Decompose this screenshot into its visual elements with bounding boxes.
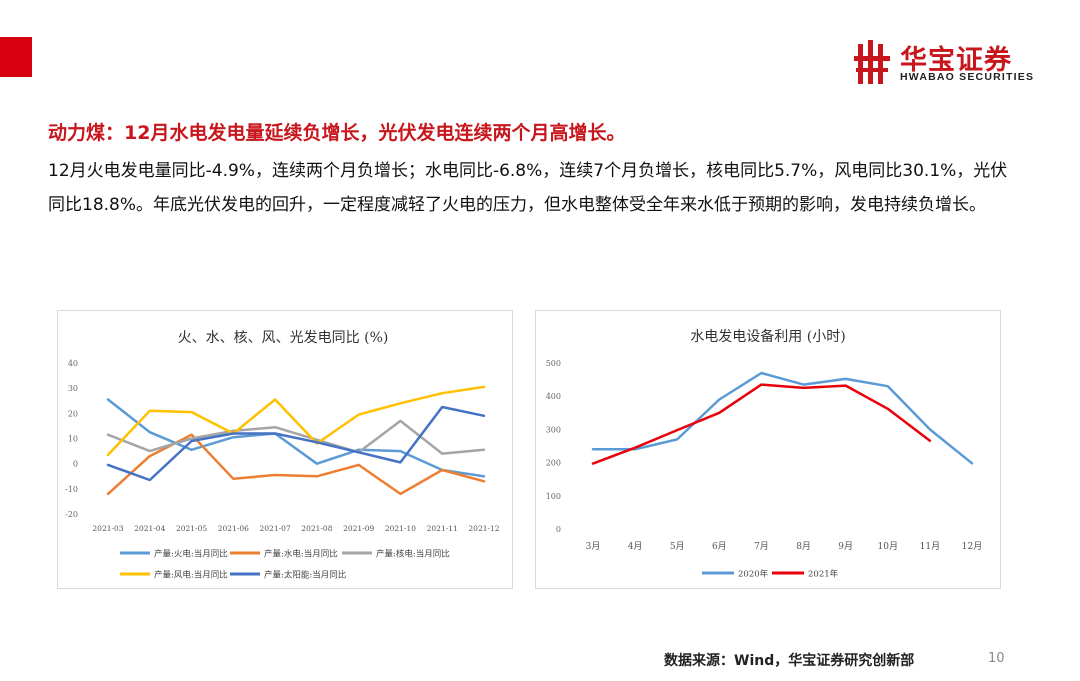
series-line — [106, 398, 486, 478]
x-tick-label: 7月 — [754, 541, 769, 552]
y-tick-label: 20 — [68, 409, 78, 418]
x-tick-label: 2021-12 — [468, 524, 499, 533]
legend-label: 产量:核电:当月同比 — [376, 549, 450, 560]
y-tick-label: 300 — [546, 425, 561, 434]
yoy-generation-chart-svg: 火、水、核、风、光发电同比 (%) -20 -10 0 10 20 30 40 2021-03 2… — [65, 330, 500, 581]
x-tick-label: 2021-03 — [92, 524, 123, 533]
corner-accent-bar — [0, 37, 32, 77]
y-tick-label: -20 — [65, 510, 78, 519]
x-tick-label: 10月 — [878, 541, 898, 552]
section-headline: 动力煤：12月水电发电量延续负增长，光伏发电连续两个月高增长。 — [48, 122, 626, 144]
x-tick-label: 3月 — [586, 541, 601, 552]
x-tick-label: 2021-04 — [134, 524, 165, 533]
yoy-generation-chart: 火、水、核、风、光发电同比 (%) -20 -10 0 10 20 30 40 2021-03 2… — [57, 310, 513, 589]
x-tick-label: 5月 — [670, 541, 685, 552]
y-tick-label: 0 — [556, 525, 561, 534]
x-tick-label: 2021-07 — [260, 524, 291, 533]
legend-label: 产量:太阳能:当月同比 — [264, 570, 346, 581]
company-logo: 华宝证券 HWABAO SECURITIES — [844, 38, 1044, 88]
y-tick-label: 200 — [546, 459, 561, 468]
x-tick-label: 2021-08 — [301, 524, 332, 533]
y-tick-label: -10 — [65, 485, 78, 494]
logo-english-name: HWABAO SECURITIES — [900, 71, 1035, 83]
y-tick-label: 10 — [68, 435, 78, 444]
y-tick-label: 100 — [546, 492, 561, 501]
x-tick-label: 2021-10 — [385, 524, 416, 533]
legend-label: 产量:风电:当月同比 — [154, 570, 228, 581]
series-line — [591, 371, 974, 465]
hwabao-logo-icon — [854, 40, 890, 84]
legend-label: 2021年 — [808, 569, 839, 580]
y-tick-label: 30 — [68, 384, 78, 393]
series-line — [106, 385, 486, 457]
series-line — [591, 383, 932, 465]
hydro-utilization-chart-svg: 水电发电设备利用 (小时) 0 100 200 300 400 500 3月 4月 5月 6月 7月 8… — [546, 328, 983, 580]
x-tick-label: 2021-11 — [427, 524, 458, 533]
data-source-note: 数据来源：Wind，华宝证券研究创新部 — [664, 653, 915, 669]
legend-label: 产量:水电:当月同比 — [264, 549, 338, 560]
chart-title: 水电发电设备利用 (小时) — [690, 328, 845, 345]
logo-chinese-name: 华宝证券 — [900, 45, 1012, 76]
x-tick-label: 8月 — [796, 541, 811, 552]
x-tick-label: 4月 — [628, 541, 643, 552]
body-paragraph: 12月火电发电量同比-4.9%，连续两个月负增长；水电同比-6.8%，连续7个月… — [48, 161, 1008, 215]
x-tick-label: 11月 — [920, 541, 940, 552]
y-tick-label: 500 — [546, 359, 561, 368]
chart-title: 火、水、核、风、光发电同比 (%) — [178, 330, 389, 346]
series-line — [106, 405, 486, 482]
legend-label: 产量:火电:当月同比 — [154, 549, 228, 560]
x-tick-label: 2021-09 — [343, 524, 374, 533]
hydro-utilization-chart: 水电发电设备利用 (小时) 0 100 200 300 400 500 3月 4月 5月 6月 7月 8… — [535, 310, 1001, 589]
x-tick-label: 12月 — [962, 541, 982, 552]
series-line — [106, 419, 486, 455]
x-tick-label: 9月 — [838, 541, 853, 552]
page-number: 10 — [988, 651, 1005, 666]
x-tick-label: 2021-06 — [218, 524, 249, 533]
y-tick-label: 40 — [68, 359, 78, 368]
y-tick-label: 400 — [546, 392, 561, 401]
x-tick-label: 2021-05 — [176, 524, 207, 533]
y-tick-label: 0 — [73, 460, 78, 469]
legend-label: 2020年 — [738, 569, 769, 580]
x-tick-label: 6月 — [712, 541, 727, 552]
